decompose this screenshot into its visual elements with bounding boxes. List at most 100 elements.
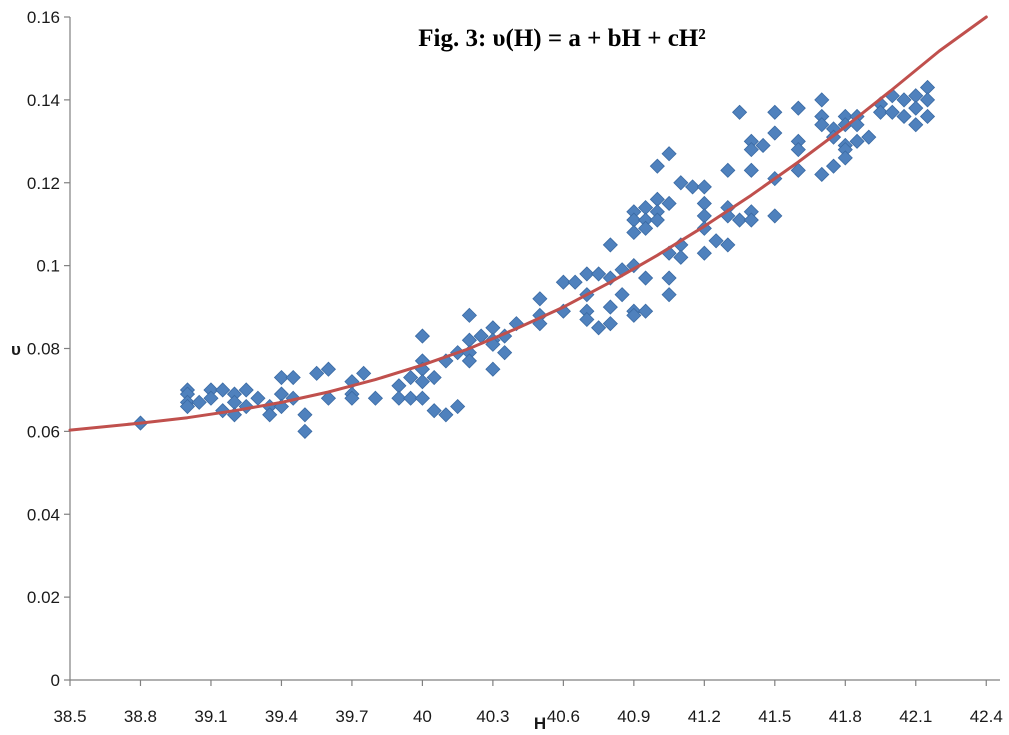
data-point	[426, 403, 442, 419]
data-point	[414, 390, 430, 406]
y-tick-label: 0	[51, 671, 60, 690]
data-point	[732, 104, 748, 120]
data-point	[579, 311, 595, 328]
y-tick-label: 0.04	[27, 505, 60, 524]
data-point	[661, 270, 677, 286]
data-point	[215, 382, 231, 398]
data-point	[743, 142, 759, 158]
data-point	[720, 237, 736, 253]
data-point	[414, 374, 430, 390]
x-tick-label: 41.2	[688, 707, 721, 726]
data-point	[567, 274, 583, 290]
x-tick-label: 39.1	[194, 707, 227, 726]
data-point	[790, 100, 806, 116]
data-point	[238, 382, 254, 398]
chart-title: Fig. 3: υ(H) = a + bH + cH²	[418, 25, 706, 52]
data-point	[450, 398, 466, 415]
data-point	[309, 365, 325, 381]
data-point	[919, 108, 936, 125]
x-tick-label: 38.5	[53, 707, 86, 726]
x-tick-label: 38.8	[124, 707, 157, 726]
data-point	[908, 100, 924, 116]
data-point	[708, 233, 724, 249]
data-point	[849, 133, 865, 149]
data-point	[320, 390, 336, 406]
data-point	[262, 407, 278, 423]
data-point	[732, 212, 748, 228]
data-point	[919, 92, 936, 108]
y-ticks: 0 0.02 0.04 0.06 0.08 0.1 0.12 0.14 0.16	[27, 8, 70, 690]
data-point	[673, 249, 689, 265]
y-tick-label: 0.02	[27, 588, 60, 607]
data-point	[426, 369, 442, 386]
data-point	[461, 353, 477, 369]
data-point	[872, 104, 889, 120]
y-tick-label: 0.12	[27, 174, 60, 193]
data-point	[755, 137, 771, 154]
x-axis-title: H	[534, 714, 546, 733]
data-point	[661, 287, 677, 303]
data-point	[790, 162, 806, 178]
data-point	[638, 270, 654, 286]
data-point	[614, 287, 630, 303]
data-point	[649, 158, 665, 174]
x-tick-label: 42.1	[899, 707, 932, 726]
data-point	[250, 390, 266, 406]
data-point	[908, 117, 924, 133]
data-point	[661, 195, 677, 212]
data-point	[297, 423, 313, 439]
data-point	[837, 150, 853, 166]
data-point	[602, 237, 618, 253]
data-point	[896, 108, 912, 125]
data-point	[285, 369, 301, 386]
data-point	[461, 307, 477, 323]
x-tick-label: 40.9	[617, 707, 650, 726]
data-point	[555, 274, 571, 290]
x-tick-label: 40.3	[476, 707, 509, 726]
data-point	[896, 92, 912, 108]
data-point	[532, 291, 548, 307]
data-point	[320, 361, 336, 377]
data-point	[344, 390, 360, 406]
y-tick-label: 0.08	[27, 340, 60, 359]
x-tick-label: 41.8	[829, 707, 862, 726]
fit-line	[68, 15, 988, 432]
data-point	[438, 407, 454, 423]
data-point	[767, 208, 783, 224]
x-tick-label: 40	[413, 707, 432, 726]
x-tick-label: 39.4	[265, 707, 298, 726]
data-point	[861, 129, 877, 145]
x-tick-label: 40.6	[547, 707, 580, 726]
data-point	[297, 407, 313, 423]
data-point	[696, 179, 712, 195]
data-point	[367, 390, 383, 406]
data-point	[696, 245, 712, 261]
data-point	[485, 361, 501, 377]
y-axis-title: υ	[11, 340, 21, 359]
data-point	[356, 365, 372, 381]
data-point	[743, 212, 759, 228]
data-point	[497, 345, 513, 361]
data-point	[720, 162, 736, 178]
data-point	[814, 117, 830, 133]
data-point	[661, 146, 677, 162]
data-point	[191, 394, 207, 410]
data-point	[626, 307, 642, 323]
data-point	[626, 224, 642, 241]
x-tick-label: 41.5	[758, 707, 791, 726]
data-point	[638, 303, 654, 319]
data-point	[273, 369, 290, 386]
data-point	[203, 390, 219, 406]
y-tick-label: 0.1	[36, 257, 60, 276]
y-tick-label: 0.14	[27, 91, 60, 110]
x-tick-label: 39.7	[335, 707, 368, 726]
data-point	[638, 220, 654, 236]
data-point	[579, 266, 595, 282]
y-tick-label: 0.06	[27, 422, 60, 441]
data-point	[790, 142, 806, 158]
data-point	[767, 104, 783, 120]
x-ticks: 38.5 38.8 39.1 39.4 39.7 40 40.3 40.6 40.9 41.2 41…	[53, 680, 1003, 726]
data-point	[825, 158, 842, 174]
data-point	[403, 390, 419, 406]
